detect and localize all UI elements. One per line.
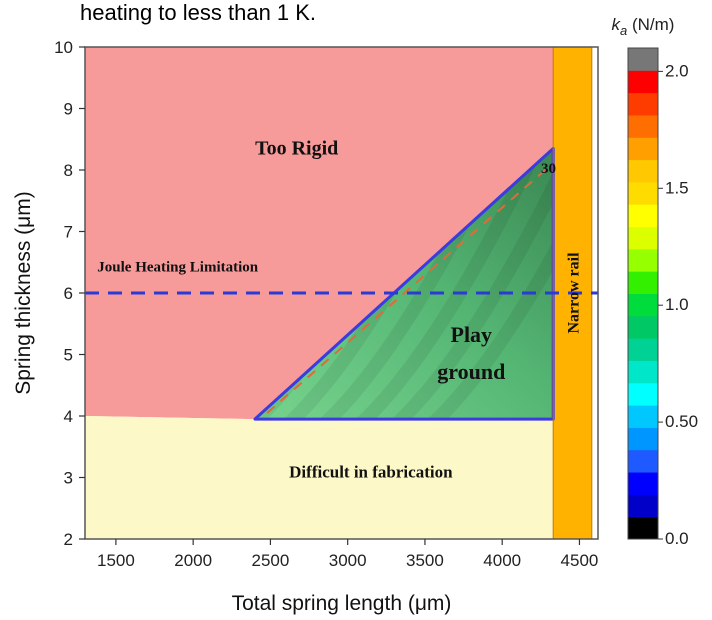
- colorbar-segment: [628, 48, 658, 71]
- axes-layer: 1500 2000 2500 3000 3500 4000 4500 2 3 4 5 6 7 8 9 10 To…: [12, 38, 599, 615]
- colorbar-segment: [628, 159, 658, 183]
- y-tick-label: 2: [64, 530, 73, 549]
- annotation-difficult-in-fabrication: Difficult in fabrication: [289, 463, 453, 482]
- colorbar-tick-label: 2.0: [665, 61, 689, 80]
- colorbar-segment: [628, 360, 658, 384]
- contour-band: [386, 148, 554, 420]
- colorbar-title: ka (N/m): [612, 15, 675, 38]
- y-tick-label: 8: [64, 161, 73, 180]
- x-tick-label: 2500: [252, 551, 290, 570]
- labels-layer: Joule Heating Limitation Too Rigid Play gro…: [97, 138, 582, 482]
- colorbar-segment: [628, 405, 658, 428]
- colorbar-tick-label: 0.0: [665, 529, 689, 548]
- x-tick-label: 4500: [561, 551, 599, 570]
- annotation-too-rigid: Too Rigid: [255, 138, 338, 160]
- orange-contour-line: [266, 165, 550, 414]
- colorbar-frame: [627, 47, 659, 540]
- colorbar-segment: [628, 449, 658, 473]
- colorbar-segment: [628, 494, 658, 518]
- region-too-rigid: [85, 47, 554, 420]
- x-axis-title: Total spring length (μm): [232, 592, 452, 615]
- colorbar-tick-label: 1.0: [665, 295, 689, 314]
- y-tick-label: 9: [64, 100, 73, 119]
- colorbar-segment: [628, 226, 658, 250]
- colorbar-segment: [628, 338, 658, 361]
- colorbar-tick-label: 1.5: [665, 178, 689, 197]
- y-tick-label: 10: [54, 38, 73, 57]
- colorbar-segment: [628, 92, 658, 116]
- y-tick-label: 4: [64, 407, 73, 426]
- narrow-rail-label: Narrow rail: [566, 252, 583, 334]
- x-tick-label: 1500: [97, 551, 135, 570]
- colorbar-segment: [628, 315, 658, 339]
- colorbar-segment: [628, 137, 658, 161]
- colorbar-tick-label: 0.50: [665, 412, 698, 431]
- colorbar-segment: [628, 271, 658, 294]
- y-tick-label: 5: [64, 346, 73, 365]
- region-difficult-in-fabrication: [85, 416, 554, 539]
- colorbar-segment: [628, 181, 658, 205]
- y-axis-title: Spring thickness (μm): [12, 191, 35, 395]
- contour-band: [422, 148, 554, 420]
- caption-fragment: heating to less than 1 K.: [80, 0, 317, 25]
- colorbar-segment: [628, 382, 658, 406]
- x-tick-label: 4000: [483, 551, 521, 570]
- x-tick-label: 2000: [174, 551, 212, 570]
- y-tick-label: 3: [64, 469, 73, 488]
- colorbar: 0.0 0.50 1.0 1.5 2.0 ka (N/m): [612, 15, 699, 548]
- x-tick-label: 3000: [329, 551, 367, 570]
- colorbar-segment: [628, 248, 658, 272]
- colorbar-segment: [628, 516, 658, 540]
- annotation-ground: ground: [437, 359, 505, 384]
- annotation-joule-heating-limitation: Joule Heating Limitation: [97, 259, 258, 275]
- y-tick-label: 7: [64, 223, 73, 242]
- colorbar-segment: [628, 114, 658, 138]
- colorbar-segment: [628, 472, 658, 495]
- annotation-play: Play: [451, 322, 493, 347]
- colorbar-segment: [628, 293, 658, 317]
- colorbar-segment: [628, 70, 658, 94]
- colorbar-segment: [628, 427, 658, 451]
- annotation-30: 30: [541, 161, 556, 177]
- y-tick-label: 6: [64, 284, 73, 303]
- x-tick-label: 3500: [406, 551, 444, 570]
- colorbar-segment: [628, 204, 658, 228]
